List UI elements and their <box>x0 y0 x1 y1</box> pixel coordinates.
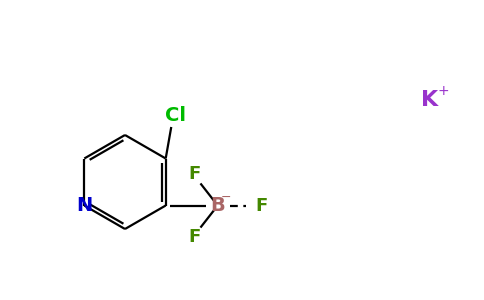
Text: N: N <box>76 196 92 215</box>
Text: −: − <box>220 191 231 204</box>
Text: F: F <box>256 196 268 214</box>
Text: F: F <box>188 228 200 246</box>
Text: F: F <box>188 165 200 183</box>
Text: B: B <box>211 196 225 215</box>
Text: Cl: Cl <box>166 106 186 124</box>
Text: K: K <box>422 90 439 110</box>
Text: +: + <box>437 84 449 98</box>
